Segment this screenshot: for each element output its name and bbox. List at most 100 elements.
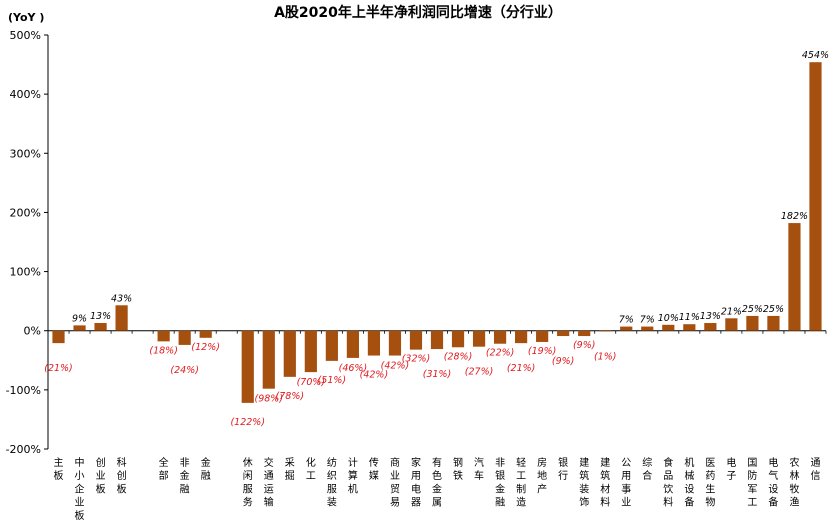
x-category-label: 建筑装饰 [579, 456, 589, 509]
y-tick-label: 0% [24, 325, 41, 338]
x-category-label: 钢铁 [453, 456, 463, 482]
data-label: (78%) [276, 391, 305, 402]
bar [704, 323, 717, 331]
bar [73, 325, 86, 331]
x-category-label: 机械设备 [684, 456, 694, 509]
data-label: (32%) [402, 354, 431, 365]
data-label: (31%) [423, 369, 452, 380]
bar [620, 326, 633, 331]
bar [451, 330, 465, 348]
data-label: (21%) [507, 363, 536, 374]
data-label: 7% [640, 315, 655, 326]
x-category-label: 食品饮料 [663, 456, 673, 509]
data-label: (42%) [360, 370, 389, 381]
x-category-label: 农林牧渔 [789, 456, 799, 509]
y-tick-label: -200% [6, 443, 41, 456]
data-label: (9%) [552, 356, 574, 367]
bar [599, 330, 612, 332]
bar [578, 330, 591, 337]
y-axis-unit: (YoY ) [8, 11, 44, 24]
bar [325, 330, 338, 361]
x-category-label: 非金融 [180, 457, 190, 495]
y-tick-label: 300% [10, 147, 41, 160]
data-label: (51%) [318, 375, 347, 386]
x-category-label: 纺织服装 [327, 456, 337, 509]
bar [115, 305, 128, 331]
bar [388, 330, 402, 356]
bar [157, 330, 170, 342]
x-category-label: 金融 [201, 456, 211, 482]
bar [809, 62, 822, 331]
x-category-label: 全部 [159, 456, 169, 482]
bar [178, 330, 191, 345]
x-category-label: 公用事业 [621, 458, 631, 509]
data-label: (122%) [230, 417, 265, 428]
data-label: 9% [72, 313, 87, 324]
y-tick-label: 400% [10, 88, 41, 101]
bar [241, 330, 254, 403]
bar [94, 323, 107, 331]
x-category-label: 采掘 [285, 457, 295, 482]
data-label: (98%) [255, 394, 284, 405]
bar [472, 330, 486, 347]
bar [430, 330, 444, 350]
x-category-label: 通信 [810, 457, 820, 482]
bar [262, 330, 275, 389]
data-label: 25% [763, 304, 784, 315]
bar [641, 326, 654, 331]
x-category-label: 综合 [642, 456, 652, 482]
y-tick-label: 200% [10, 206, 41, 219]
x-category-label: 化工 [306, 456, 316, 482]
data-label: (28%) [444, 351, 473, 362]
x-category-label: 非银金融 [495, 457, 505, 509]
bars [52, 62, 822, 403]
x-category-label: 国防军工 [747, 457, 757, 509]
data-labels: (21%)9% 13%43%(18%)(24%)(12%)(122%)(98%)(… [44, 50, 829, 428]
x-category-label: 电子 [726, 456, 736, 482]
bar [283, 330, 296, 377]
bar [515, 330, 528, 344]
data-label: (22%) [486, 348, 515, 359]
data-label: 25% [742, 304, 763, 315]
y-tick-label: 500% [10, 29, 41, 42]
bar [367, 330, 381, 356]
data-label: 13% [700, 311, 721, 322]
x-category-label: 传媒 [369, 457, 379, 482]
x-category-label: 银行 [558, 456, 568, 482]
data-label: (46%) [339, 363, 368, 374]
data-label: (21%) [44, 363, 73, 374]
x-category-label: 商业贸易 [390, 456, 400, 509]
data-label: 11% [679, 312, 700, 323]
bar [409, 330, 423, 350]
x-category-label: 创业板 [96, 456, 106, 495]
bar [493, 330, 507, 344]
x-category-label: 医药生物 [705, 457, 715, 509]
data-label: 43% [111, 293, 132, 304]
x-category-label: 有色金属 [432, 456, 442, 509]
y-tick-label: 100% [10, 266, 41, 279]
x-category-label: 休闲服务 [243, 457, 253, 509]
x-category-label: 建筑材料 [600, 456, 610, 509]
bar [557, 330, 570, 337]
data-label: (1%) [594, 351, 616, 362]
bar [746, 315, 759, 331]
bar [304, 330, 317, 373]
x-category-label: 家用电器 [411, 456, 421, 509]
bar [199, 330, 212, 338]
data-label: 7% [619, 315, 634, 326]
y-tick-label: -100% [6, 384, 41, 397]
bar [536, 330, 549, 342]
bar [52, 330, 65, 344]
bar [788, 223, 801, 331]
bar [683, 324, 696, 331]
chart-title: A股2020年上半年净利润同比增速（分行业） [274, 4, 562, 21]
x-category-label: 主板 [54, 457, 64, 482]
x-category-label: 科创板 [117, 456, 127, 495]
data-label: 454% [802, 50, 829, 61]
y-axis: 500% 400% 300% 200% 100% 0% -100% -200% [6, 29, 827, 456]
x-category-label: 计算机 [348, 456, 358, 495]
x-category-label: 电气设备 [768, 456, 778, 509]
data-label: 10% [658, 313, 679, 324]
